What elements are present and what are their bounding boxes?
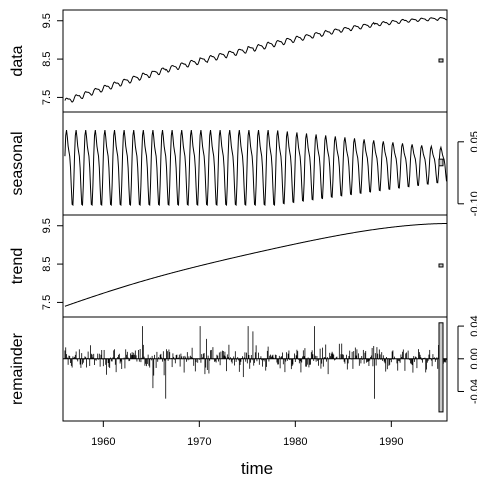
- y-tick-label-trend: 8.5: [41, 256, 53, 271]
- y-tick-label-remainder: 0.04: [469, 315, 477, 336]
- series-line-data: [64, 17, 447, 103]
- x-axis-title: time: [241, 459, 273, 478]
- x-tick-label: 1990: [379, 436, 403, 448]
- panel-frame-data: [62, 9, 448, 113]
- range-bar-data: [438, 58, 444, 63]
- panel-remainder: -0.04 0.00 0.04 remainder: [9, 315, 477, 422]
- range-bar-seasonal: [438, 158, 444, 167]
- x-tick-label: 1960: [91, 436, 115, 448]
- y-tick-label-data: 8.5: [41, 51, 53, 66]
- panel-frame-trend: [62, 214, 448, 318]
- panel-frame-seasonal: [62, 111, 448, 216]
- x-tick-label: 1980: [283, 436, 307, 448]
- panel-label-data: data: [9, 45, 26, 76]
- y-tick-label-remainder: 0.00: [469, 348, 477, 369]
- y-tick-label-trend: 9.5: [41, 218, 53, 233]
- panel-label-trend: trend: [9, 248, 26, 284]
- range-bar-remainder: [438, 322, 444, 413]
- panel-label-remainder: remainder: [9, 332, 26, 405]
- y-tick-label-data: 9.5: [41, 13, 53, 28]
- panel-data: 7.5 8.5 9.5 data: [9, 9, 448, 113]
- y-tick-label-seasonal: 0.05: [469, 131, 477, 152]
- x-axis: 1960 1970 1980 1990 time: [91, 420, 404, 478]
- range-bar-trend: [438, 263, 444, 268]
- y-tick-label-trend: 7.5: [41, 295, 53, 310]
- y-tick-label-remainder: -0.04: [469, 379, 477, 404]
- panel-label-seasonal: seasonal: [9, 131, 26, 195]
- series-line-trend: [64, 223, 447, 307]
- series-line-seasonal: [64, 130, 448, 206]
- panel-seasonal: -0.10 0.05 seasonal: [9, 111, 477, 216]
- panel-trend: 7.5 8.5 9.5 trend: [9, 214, 448, 318]
- y-tick-label-seasonal: -0.10: [469, 191, 477, 216]
- x-tick-label: 1970: [187, 436, 211, 448]
- y-tick-label-data: 7.5: [41, 90, 53, 105]
- panel-frame-remainder: [62, 316, 448, 422]
